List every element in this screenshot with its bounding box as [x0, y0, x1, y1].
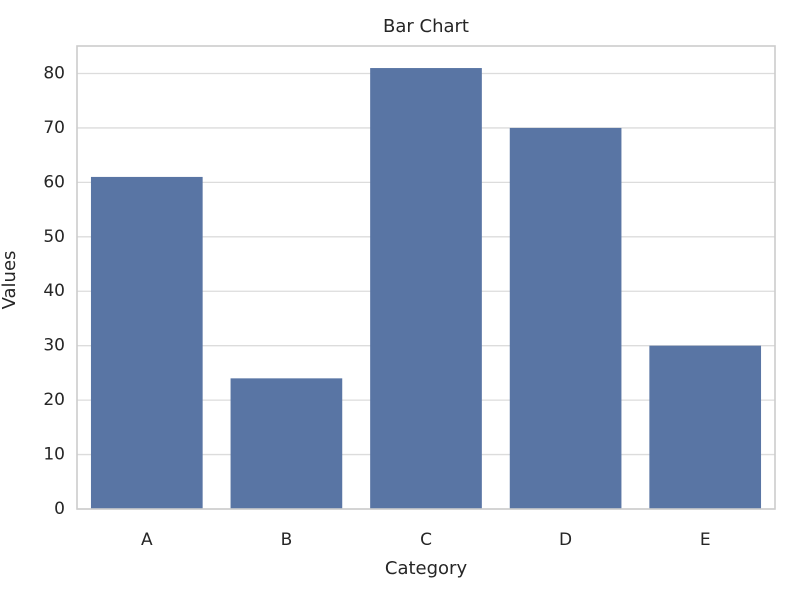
- x-tick-label: B: [281, 530, 293, 550]
- bar: [649, 345, 762, 509]
- y-tick-label: 60: [43, 172, 65, 192]
- y-tick-label: 40: [43, 281, 65, 301]
- y-tick-label: 70: [43, 118, 65, 138]
- x-tick-label: A: [141, 530, 153, 550]
- x-axis-label: Category: [385, 558, 468, 579]
- x-tick-label: C: [420, 530, 432, 550]
- bar: [90, 176, 203, 509]
- y-tick-label: 0: [54, 499, 65, 519]
- y-tick-label: 50: [43, 227, 65, 247]
- bar: [509, 127, 622, 509]
- x-tick-label: D: [559, 530, 572, 550]
- y-tick-label: 20: [43, 390, 65, 410]
- bar: [230, 378, 343, 509]
- y-axis-label: Values: [0, 251, 20, 310]
- x-tick-label: E: [700, 530, 711, 550]
- plot-frame: [76, 45, 776, 510]
- chart-title: Bar Chart: [383, 16, 469, 37]
- y-tick-label: 30: [43, 336, 65, 356]
- y-tick-label: 80: [43, 63, 65, 83]
- y-tick-label: 10: [43, 445, 65, 465]
- bar: [370, 68, 482, 510]
